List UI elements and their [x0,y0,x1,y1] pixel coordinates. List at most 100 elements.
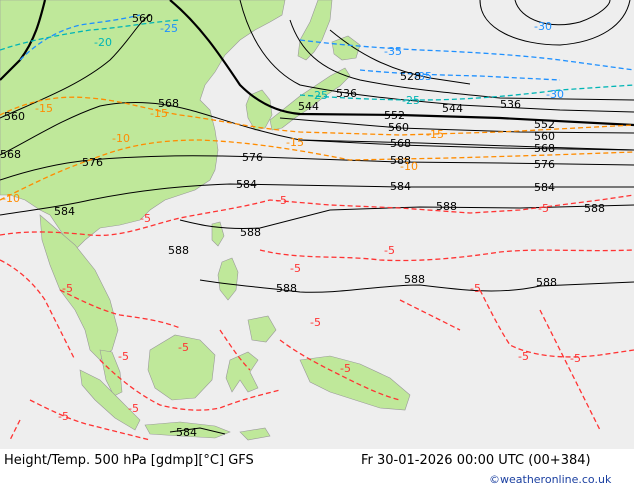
contour-528 [329,29,471,85]
temp-label: -25 [310,89,328,102]
height-label: 588 [390,154,411,167]
isotherm-warm-8 [279,339,401,401]
land-sumatra [79,369,141,431]
height-label: 588 [436,200,457,213]
land-luzon [217,257,239,301]
land-korea [245,89,273,131]
contour-576 [0,155,634,181]
temp-label: -30 [546,88,564,101]
contour-bold-552-east [169,0,634,127]
isotherm-warm-1 [0,194,634,237]
land-sulawesi [225,351,259,393]
height-label: 552 [384,109,405,122]
contour-560-east [279,117,634,134]
temp-label: -15 [150,107,168,120]
contour-low-outer [479,0,631,46]
contour-568-east [299,139,634,151]
contour-588 [179,204,634,229]
temp-label: -10 [2,192,20,205]
temp-label: -5 [470,282,481,295]
land-borneo [147,334,216,401]
height-label: 584 [176,426,197,439]
land-mindanao [247,315,277,343]
contour-588-south [199,279,634,293]
height-label: 588 [240,226,261,239]
temp-label: -5 [58,410,69,423]
height-label: 576 [242,151,263,164]
isotherm-cool-east [299,84,634,101]
temp-label: -25 [402,94,420,107]
height-label: 560 [534,130,555,143]
temp-label: -35 [384,45,402,58]
land-asia-mainland [0,0,286,251]
weather-map: 560 568 560 568 576 584 588 588 588 588 … [0,0,634,449]
land-malaysia [99,349,123,397]
height-label: 544 [442,102,463,115]
contour-568-west [0,102,634,156]
temp-label: -25 [160,22,178,35]
temp-label: -5 [310,316,321,329]
temp-label: -5 [128,402,139,415]
height-label: 528 [400,70,421,83]
height-label: 576 [534,158,555,171]
temp-label: -30 [534,20,552,33]
contour-544 [239,0,634,113]
height-label: 536 [500,98,521,111]
temp-label: -5 [518,350,529,363]
isotherms [0,14,634,441]
height-label: 536 [336,87,357,100]
temp-label: -10 [400,160,418,173]
height-label: 560 [4,110,25,123]
height-label: 560 [132,12,153,25]
temp-label: -15 [35,102,53,115]
height-label: 568 [534,142,555,155]
temp-label: -5 [276,194,287,207]
land-timor [239,427,271,441]
temp-label: -5 [538,202,549,215]
height-label: 568 [390,137,411,150]
isotherm-cold-west [19,14,141,61]
isotherm-warm-11 [399,299,461,331]
temp-labels: -20 -25 -15 -15 -10 -10 -5 -5 -5 -5 -5 -… [2,20,581,423]
height-label: 588 [404,273,425,286]
temp-label: -5 [118,350,129,363]
land-hokkaido [331,35,361,61]
isotherm-warm-10 [9,419,21,441]
isotherm-warm-5 [479,289,634,358]
isotherm-warm-12 [219,329,251,371]
contour-560-west [0,14,151,119]
height-label: 584 [390,180,411,193]
temp-label: -35 [414,70,432,83]
isotherm-mid-2 [0,139,634,201]
temp-label: -5 [178,341,189,354]
contour-584 [0,183,634,216]
isotherm-warm-6 [539,309,601,431]
valid-time: Fr 30-01-2026 00:00 UTC (00+384) [361,453,591,468]
height-label: 588 [276,282,297,295]
isotherm-cool-west [0,19,181,51]
land-new-guinea [299,355,411,411]
isotherm-warm-2 [259,249,634,262]
temp-label: -5 [340,362,351,375]
temp-label: -5 [570,352,581,365]
temp-label: -5 [140,212,151,225]
contour-536 [289,19,634,101]
credit-link[interactable]: ©weatheronline.co.uk [489,473,612,486]
temp-label: -5 [62,282,73,295]
height-labels: 560 568 560 568 576 584 588 588 588 588 … [0,12,605,439]
contour-584-south [169,427,226,435]
height-label: 588 [536,276,557,289]
height-label: 584 [54,205,75,218]
isotherm-warm-9 [29,399,151,441]
height-contours [0,0,634,435]
height-label: 552 [534,118,555,131]
temp-label: -10 [112,132,130,145]
map-footer: Height/Temp. 500 hPa [gdmp][°C] GFS Fr 3… [0,449,634,490]
land-masses [0,0,411,441]
height-label: 584 [236,178,257,191]
isotherm-warm-4 [59,289,181,329]
temp-label: -5 [290,262,301,275]
temp-label: -15 [426,128,444,141]
isotherm-cold-east [299,39,634,71]
product-title: Height/Temp. 500 hPa [gdmp][°C] GFS [4,453,254,468]
